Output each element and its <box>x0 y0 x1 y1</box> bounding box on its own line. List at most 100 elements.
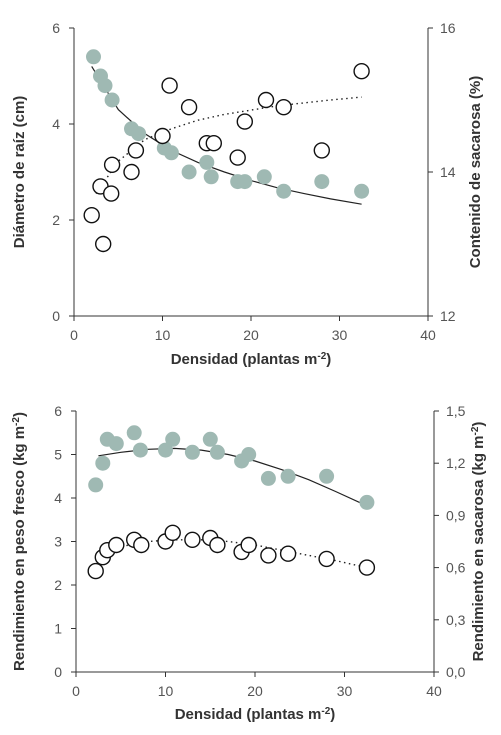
open-data-point <box>353 62 370 80</box>
open-data-point <box>260 547 277 564</box>
chart-root-yield: 0 10 20 30 40 0 1 2 3 4 5 6 0,0 0,3 0,6 0,9 1,2 1,5 Densid… <box>11 403 488 723</box>
x-axis-title: Densidad (plantas m-2) <box>175 706 336 724</box>
y-tick-label-left: 0 <box>54 664 62 680</box>
open-data-point <box>180 98 198 116</box>
filled-data-point <box>202 431 218 447</box>
x-axis-title: Densidad (plantas m-2) <box>171 351 332 369</box>
open-data-point <box>102 185 120 202</box>
x-axis-title-suffix: ) <box>330 706 335 723</box>
y-tick-label-right: 1,2 <box>446 455 466 471</box>
x-tick-label: 10 <box>158 683 174 699</box>
filled-data-point <box>199 154 215 170</box>
open-data-point <box>279 545 297 562</box>
series-open-right <box>87 524 376 580</box>
open-data-point <box>229 149 246 166</box>
filled-data-point <box>158 442 173 458</box>
chart-root-diameter-sucrose: 0 10 20 30 40 0 2 4 6 12 14 16 Densidad (plantas m-2… <box>11 20 484 368</box>
y-tick-label-left: 5 <box>54 447 62 463</box>
y-axis-title-right-text: Rendimiento en sacarosa (kg m <box>470 436 487 662</box>
x-tick-label: 40 <box>420 327 436 343</box>
y-tick-label-left: 4 <box>54 490 62 506</box>
open-data-point <box>205 134 223 152</box>
open-data-point <box>127 142 145 159</box>
y-tick-label-right: 0,9 <box>446 507 466 523</box>
y-tick-label-left: 2 <box>52 212 60 228</box>
x-tick-label: 30 <box>337 683 353 699</box>
y-tick-label-left: 3 <box>54 534 62 550</box>
y-axis-title-left: Rendimiento en peso fresco (kg m-2) <box>11 412 29 671</box>
filled-data-point <box>184 444 200 460</box>
filled-data-point <box>280 468 296 484</box>
open-data-point <box>313 142 330 159</box>
filled-data-point <box>237 174 253 190</box>
open-data-point <box>108 536 125 554</box>
x-axis-title-text: Densidad (plantas m <box>171 351 318 368</box>
open-data-point <box>87 562 104 580</box>
y-axis-title-left: Diámetro de raíz (cm) <box>11 96 28 249</box>
x-tick-label: 0 <box>72 683 80 699</box>
open-data-point <box>184 531 201 548</box>
filled-data-point <box>132 442 148 458</box>
filled-data-point <box>260 470 276 486</box>
y-axis-title-right: Contenido de sacarosa (%) <box>467 76 484 269</box>
open-data-point <box>94 235 112 253</box>
y-tick-label-left: 2 <box>54 577 62 593</box>
x-tick-label: 40 <box>426 683 442 699</box>
open-data-point <box>209 536 226 554</box>
y-tick-label-right: 12 <box>440 308 456 324</box>
filled-data-point <box>88 477 104 493</box>
y-axis-title-left-text: Diámetro de raíz (cm) <box>11 96 28 249</box>
open-data-point <box>358 559 376 576</box>
y-axis-title-left-suffix: ) <box>11 412 28 417</box>
filled-data-point <box>209 444 225 460</box>
x-tick-label: 0 <box>70 327 78 343</box>
y-axis-title-left-superscript: -2 <box>11 417 22 426</box>
x-tick-label: 20 <box>243 327 259 343</box>
open-data-point <box>236 113 254 130</box>
y-tick-label-right: 16 <box>440 20 456 36</box>
filled-data-point <box>126 425 142 441</box>
filled-data-point <box>95 455 111 471</box>
filled-data-point <box>108 436 124 452</box>
y-axis-title-right: Rendimiento en sacarosa (kg m-2) <box>470 422 488 662</box>
x-tick-label: 20 <box>247 683 263 699</box>
y-axis-title-left-text: Rendimiento en peso fresco (kg m <box>11 426 28 671</box>
x-axis-title-superscript: -2 <box>317 351 326 362</box>
y-axis-title-right-suffix: ) <box>470 422 487 427</box>
open-data-point <box>318 550 335 568</box>
filled-data-point <box>86 49 101 65</box>
filled-data-point <box>163 145 179 161</box>
y-tick-label-left: 6 <box>54 403 62 419</box>
x-tick-label: 10 <box>155 327 171 343</box>
x-axis-title-suffix: ) <box>326 351 331 368</box>
x-axis-title-text: Densidad (plantas m <box>175 706 322 723</box>
filled-data-point <box>359 494 375 510</box>
x-axis-title-superscript: -2 <box>321 706 330 717</box>
open-data-point <box>123 163 140 181</box>
filled-data-point <box>203 169 219 185</box>
y-tick-label-left: 6 <box>52 20 60 36</box>
open-data-point <box>154 127 171 145</box>
series-filled-left <box>86 49 370 205</box>
filled-data-point <box>97 78 113 94</box>
filled-data-point <box>256 169 272 185</box>
open-data-point <box>164 524 181 541</box>
open-data-point <box>83 206 100 224</box>
filled-data-point <box>165 431 181 447</box>
y-tick-label-left: 1 <box>54 621 62 637</box>
open-data-point <box>103 156 121 174</box>
filled-data-point <box>276 183 292 199</box>
filled-data-point <box>314 174 330 190</box>
y-tick-label-right: 0,0 <box>446 664 466 680</box>
series-open-right <box>83 62 370 253</box>
filled-data-point <box>131 126 147 142</box>
y-axis-title-right-superscript: -2 <box>470 426 481 435</box>
open-data-point <box>133 536 150 554</box>
open-data-point <box>161 77 178 94</box>
y-tick-label-right: 0,3 <box>446 612 466 628</box>
open-data-point <box>275 98 292 116</box>
y-tick-label-right: 14 <box>440 164 456 180</box>
filled-data-point <box>354 183 370 199</box>
y-tick-label-left: 4 <box>52 116 60 132</box>
